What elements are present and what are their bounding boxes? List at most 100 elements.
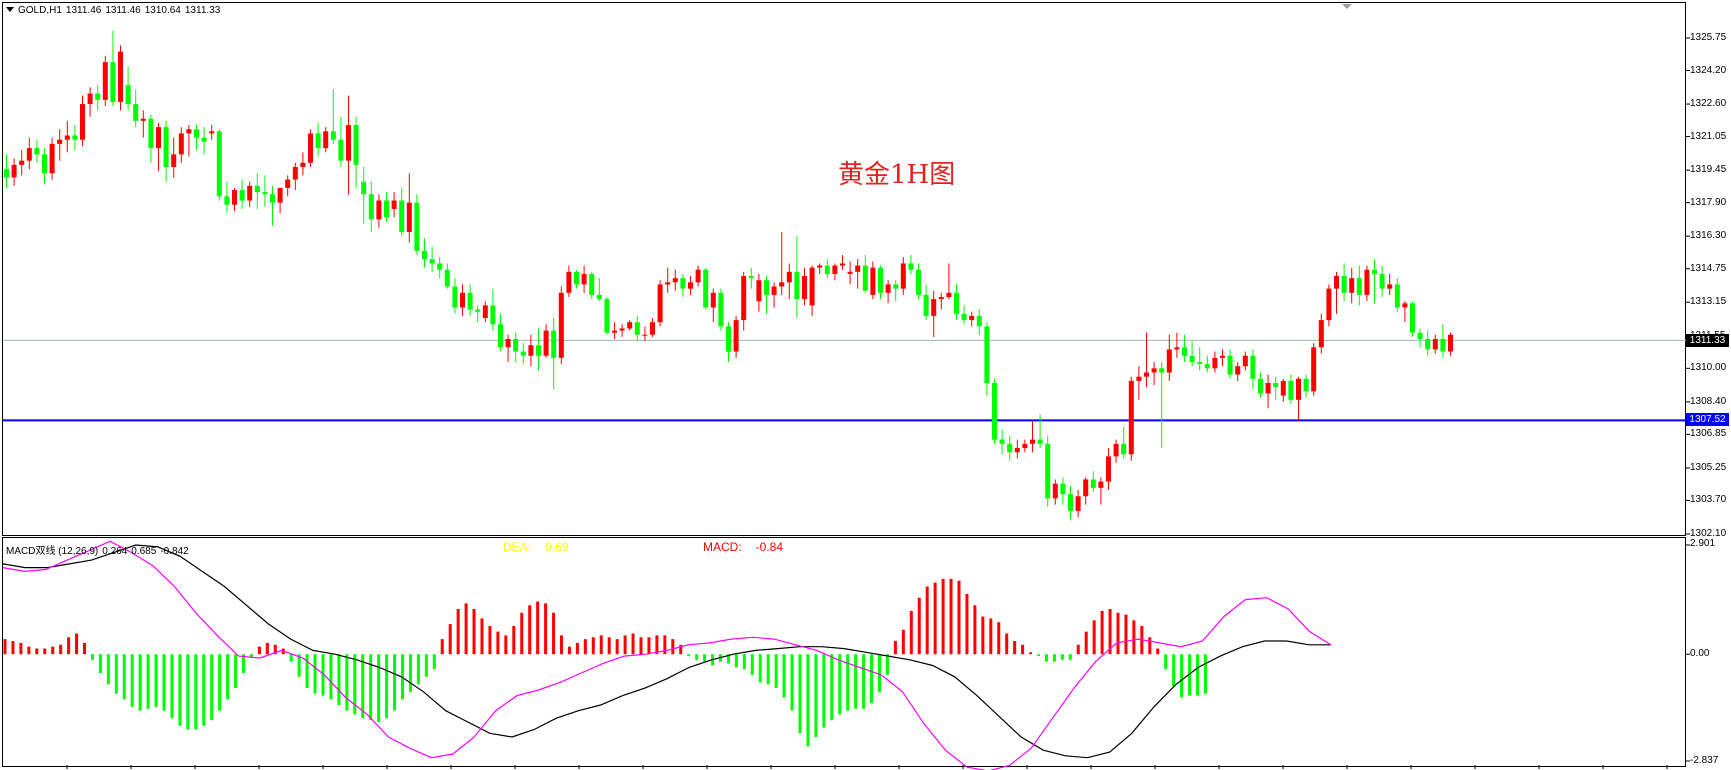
candle-body: [1014, 448, 1020, 453]
candle-body: [1410, 303, 1415, 333]
dea-label: DEA:: [503, 540, 532, 554]
candle-body: [1220, 355, 1225, 358]
price-axis-label: 1319.45: [1690, 164, 1727, 176]
candle-body: [285, 179, 291, 188]
dea-value: 0.69: [545, 540, 569, 554]
candle-body: [19, 160, 25, 165]
candle-body: [1030, 439, 1035, 444]
candle-body: [1448, 334, 1453, 352]
candle-body: [954, 292, 959, 314]
candle-body: [1432, 338, 1438, 350]
candle-body: [748, 276, 754, 279]
macd-histogram: [3, 578, 1207, 747]
candle-body: [1128, 380, 1134, 455]
candle-body: [171, 154, 177, 167]
candle-body: [262, 192, 268, 195]
horizontal-lines: [3, 339, 1686, 422]
candle-body: [574, 271, 579, 285]
candle-body: [1334, 276, 1339, 289]
candle-body: [482, 305, 488, 318]
candle-body: [665, 282, 671, 285]
candle-body: [999, 439, 1005, 444]
candle-body: [824, 265, 830, 274]
candle-body: [764, 280, 769, 295]
chart-title: GOLD,H1 1311.46 1311.46 1310.64 1311.33: [6, 5, 224, 16]
shift-marker-icon[interactable]: [1342, 4, 1352, 9]
candle-body: [680, 278, 686, 289]
dropdown-arrow-icon[interactable]: [6, 7, 14, 12]
candle-body: [1296, 378, 1301, 400]
candle-body: [270, 194, 275, 203]
candle-body: [1106, 456, 1111, 482]
candle-body: [596, 294, 602, 300]
price-axis-label: 1303.70: [1690, 494, 1727, 506]
candle-body: [1166, 349, 1172, 373]
candle-body: [452, 286, 458, 308]
candle-body: [703, 269, 709, 308]
candle-body: [460, 292, 465, 308]
candle-body: [855, 265, 861, 272]
high-value: 1311.46: [105, 5, 141, 16]
candle-body: [391, 200, 397, 209]
dea-readout: DEA: 0.69: [503, 540, 582, 554]
candle-body: [1356, 278, 1362, 295]
open-value: 1311.46: [65, 5, 102, 16]
candle-body: [300, 162, 306, 167]
price-pane-frame: [2, 2, 1686, 536]
candle-body: [634, 322, 640, 335]
candle-body: [64, 135, 70, 140]
candle-body: [102, 62, 108, 100]
candle-body: [277, 187, 283, 203]
candle-body: [794, 271, 800, 300]
candle-body: [710, 292, 716, 308]
candle-body: [627, 322, 633, 329]
candle-body: [148, 118, 154, 149]
candle-body: [1182, 347, 1187, 356]
candle-body: [1372, 269, 1377, 274]
candle-body: [399, 200, 405, 232]
candle-body: [581, 273, 587, 285]
candle-body: [1425, 338, 1431, 350]
candle-body: [923, 294, 929, 316]
candle-body: [862, 265, 868, 291]
candle-body: [1083, 479, 1089, 497]
candle-body: [247, 185, 253, 201]
candle-body: [1341, 276, 1347, 293]
candle-body: [1022, 443, 1028, 449]
macd-label: MACD:: [703, 540, 742, 554]
candle-body: [232, 190, 237, 205]
candle-body: [528, 345, 534, 356]
chart-watermark: 黄金1H图: [838, 160, 956, 190]
candle-body: [323, 131, 329, 149]
candle-body: [1159, 368, 1165, 373]
candle-body: [847, 271, 853, 274]
candle-body: [368, 194, 374, 220]
level-price-tag[interactable]: 1307.52: [1686, 413, 1729, 426]
macd-axis-zero: 0.00: [1690, 648, 1710, 659]
candle-body: [4, 169, 9, 178]
candle-body: [893, 284, 899, 289]
candle-body: [406, 202, 412, 232]
candle-body: [429, 259, 435, 264]
candle-body: [612, 330, 617, 333]
candle-body: [338, 139, 344, 161]
candle-body: [87, 93, 93, 105]
candle-body: [186, 129, 192, 134]
candle-body: [1417, 332, 1423, 339]
candle-body: [125, 85, 131, 105]
macd-pane-frame: [2, 537, 1686, 767]
macd-axis-bottom: -2.837: [1690, 755, 1719, 766]
candle-body: [292, 166, 298, 180]
candle-body: [946, 292, 952, 298]
macd-indicator-title: MACD双线 (12,26,9): [6, 546, 99, 557]
candle-body: [1258, 378, 1263, 394]
candle-body: [1235, 366, 1241, 375]
candle-body: [741, 276, 747, 321]
candle-body: [536, 345, 541, 356]
candle-body: [1227, 355, 1233, 375]
candle-body: [57, 139, 63, 144]
price-axis-label: 1324.20: [1690, 64, 1727, 76]
macd-lines: [2, 540, 1332, 770]
candle-body: [1075, 496, 1081, 511]
candle-body: [1387, 284, 1393, 289]
